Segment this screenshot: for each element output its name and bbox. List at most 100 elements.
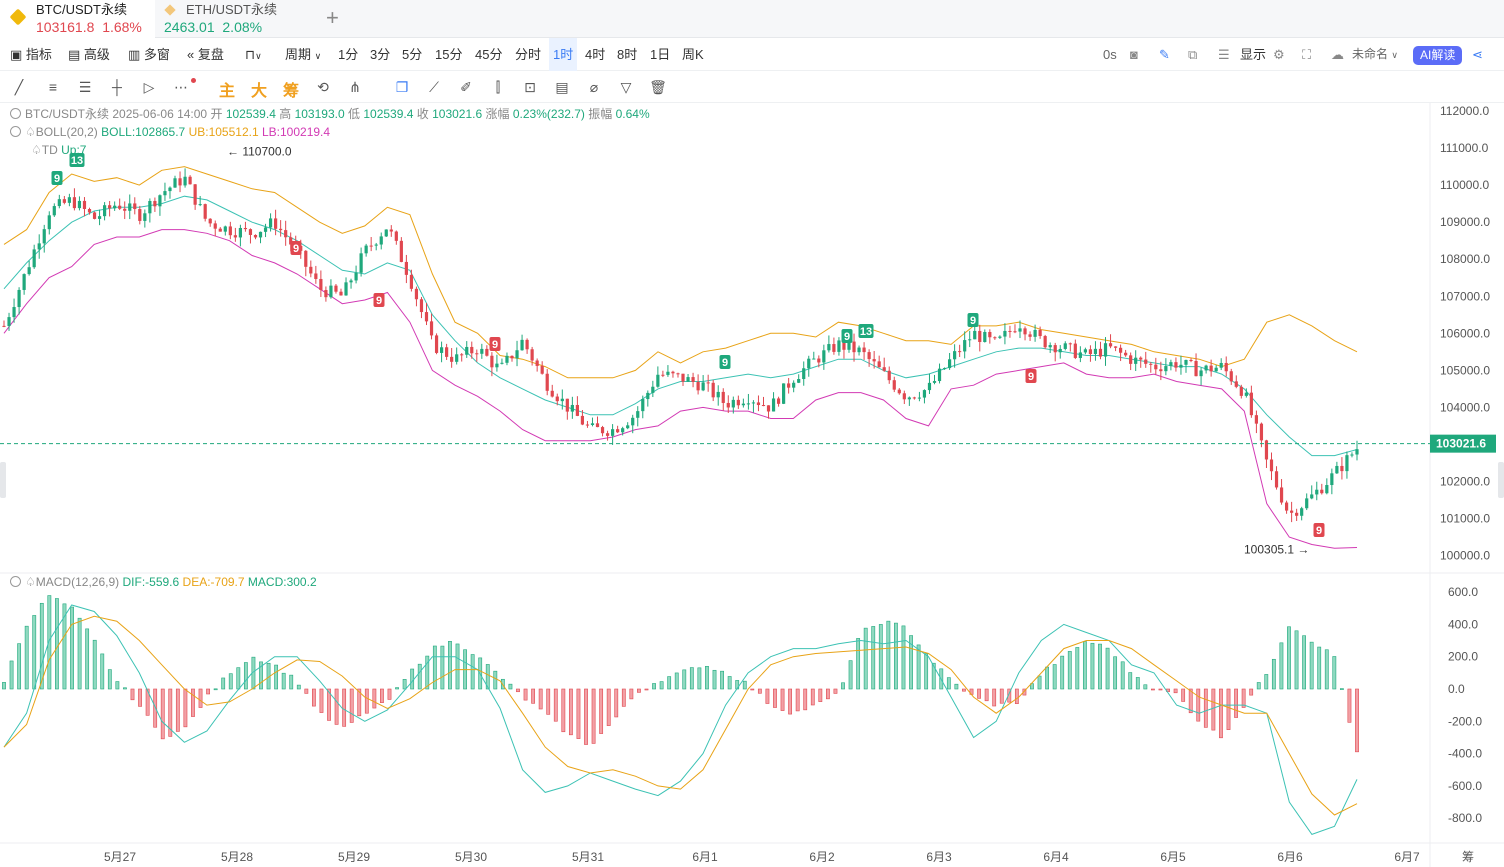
- macd-bar-up: [395, 687, 399, 690]
- sync-icon[interactable]: ⟲: [317, 79, 329, 95]
- interval-3m[interactable]: 3分: [370, 47, 391, 62]
- candle-down: [1053, 345, 1057, 353]
- advanced-button[interactable]: ▤ 高级: [68, 47, 110, 62]
- chart-type-button[interactable]: ⊓∨: [245, 38, 262, 71]
- interval-15m[interactable]: 15分: [435, 47, 463, 62]
- tab-eth[interactable]: ETH/USDT永续 2463.01 2.08%: [155, 0, 315, 38]
- macd-bar-down: [833, 688, 838, 694]
- macd-bar-up: [448, 641, 452, 690]
- macd-bar-down: [1226, 688, 1231, 730]
- magnet-icon[interactable]: ⋔: [349, 79, 361, 95]
- interval-1w[interactable]: 周K: [682, 47, 704, 62]
- indicators-button[interactable]: ▣ 指标: [10, 47, 52, 62]
- popout-icon[interactable]: ⧉: [1188, 47, 1198, 62]
- macd-bar-up: [667, 676, 672, 690]
- candle-up: [1315, 489, 1319, 495]
- candle-down: [721, 391, 725, 403]
- display-button[interactable]: 显示: [1240, 47, 1267, 62]
- main-toolbar: ▣ 指标 ▤ 高级 ▥ 多窗 « 复盘 ⊓∨ 周期 ∨ 1分 3分 5分 15分…: [0, 38, 1504, 71]
- interval-1d[interactable]: 1日: [650, 47, 671, 62]
- interval-4h[interactable]: 4时: [585, 47, 606, 62]
- interval-1h[interactable]: 1时: [549, 38, 578, 71]
- macd-bar-down: [312, 688, 316, 707]
- horizontal-lines-icon[interactable]: ≡: [48, 79, 58, 95]
- candles-icon[interactable]: ⫿: [495, 79, 501, 95]
- macd-bar-down: [319, 688, 324, 713]
- chip-distribution-button[interactable]: 筹: [283, 83, 300, 100]
- macd-bar-down: [364, 688, 369, 714]
- bell-icon[interactable]: ♤: [25, 575, 36, 589]
- candle-down: [475, 353, 479, 355]
- candle-up: [741, 403, 745, 406]
- collapse-icon[interactable]: [10, 108, 21, 119]
- list-icon[interactable]: ☰: [1218, 47, 1230, 62]
- collapse-icon[interactable]: [10, 126, 21, 137]
- td-marker: [489, 337, 501, 351]
- parallel-channel-icon[interactable]: ☰: [78, 79, 92, 95]
- lock-icon[interactable]: ⊡: [524, 79, 536, 95]
- multi-window-button[interactable]: ▥ 多窗: [128, 47, 170, 62]
- candle-up: [771, 398, 776, 412]
- copy-icon[interactable]: ❐: [395, 79, 409, 95]
- price-axis-tick: 102000.0: [1440, 475, 1490, 489]
- macd-bar-down: [1241, 688, 1246, 708]
- candle-down: [726, 402, 730, 408]
- main-force-button[interactable]: 主: [219, 83, 236, 100]
- horizontal-ray-icon[interactable]: ┼: [112, 79, 122, 95]
- ruler-icon[interactable]: ⟋: [429, 79, 439, 95]
- bell-icon[interactable]: ♤: [25, 125, 36, 139]
- candle-down: [188, 176, 192, 185]
- interval-45m[interactable]: 45分: [475, 47, 503, 62]
- macd-bar-down: [810, 688, 815, 706]
- large-order-button[interactable]: 大: [251, 83, 268, 100]
- notification-dot: [191, 78, 196, 83]
- more-tools-icon[interactable]: ⋯: [174, 79, 188, 95]
- macd-bar-down: [1158, 688, 1163, 691]
- macd-bar-down: [387, 688, 392, 700]
- candle-up: [927, 382, 932, 391]
- candle-up: [1355, 449, 1359, 455]
- collapse-icon[interactable]: [10, 576, 21, 587]
- interval-timeline[interactable]: 分时: [515, 47, 542, 62]
- td-marker-label: 13: [860, 326, 872, 338]
- right-panel-handle[interactable]: [1498, 462, 1504, 498]
- ai-analysis-button[interactable]: AI解读: [1413, 46, 1463, 65]
- price-chart[interactable]: 112000.0 111000.0 110000.0 109000.0 108000.0…: [0, 103, 1504, 867]
- notes-icon[interactable]: ▤: [555, 79, 569, 95]
- fullscreen-icon[interactable]: ⛶: [1302, 47, 1312, 62]
- macd-bar-up: [1045, 666, 1049, 690]
- candle-up: [359, 253, 363, 273]
- candle-down: [676, 373, 680, 375]
- candle-down: [319, 278, 323, 291]
- pointer-icon[interactable]: ▷: [143, 79, 155, 95]
- candle-up: [973, 330, 977, 340]
- share-icon[interactable]: ⋖: [1472, 47, 1483, 62]
- layout-name-dropdown[interactable]: 未命名 ∨: [1352, 47, 1398, 61]
- td-marker-label: 9: [1028, 371, 1034, 383]
- macd-bar-up: [107, 669, 112, 690]
- candle-down: [2, 325, 6, 327]
- left-panel-handle[interactable]: [0, 462, 6, 498]
- period-dropdown[interactable]: 周期 ∨: [285, 47, 322, 62]
- add-tab-button[interactable]: +: [326, 5, 339, 30]
- tab-btc[interactable]: BTC/USDT永续 103161.8 1.68%: [0, 0, 155, 38]
- macd-bar-down: [644, 688, 649, 691]
- edit-icon[interactable]: ✎: [1159, 47, 1170, 62]
- interval-1m[interactable]: 1分: [338, 47, 359, 62]
- interval-8h[interactable]: 8时: [617, 47, 638, 62]
- macd-bar-up: [289, 674, 294, 690]
- bell-icon[interactable]: ♤: [31, 143, 42, 157]
- filter-icon[interactable]: ▽: [620, 79, 632, 95]
- candle-down: [429, 321, 434, 336]
- settings-icon[interactable]: ⚙: [1273, 47, 1285, 62]
- candle-down: [1320, 489, 1324, 494]
- eraser-icon[interactable]: ⌀: [589, 79, 599, 95]
- replay-button[interactable]: « 复盘: [187, 47, 224, 62]
- macd-axis-tick: 600.0: [1448, 585, 1478, 599]
- camera-icon[interactable]: ◙: [1130, 47, 1138, 62]
- trash-icon[interactable]: 🗑: [649, 79, 667, 95]
- line-tool-icon[interactable]: ╱: [14, 79, 24, 95]
- brush-icon[interactable]: ✐: [460, 79, 472, 95]
- candle-down: [605, 433, 610, 436]
- interval-5m[interactable]: 5分: [402, 47, 423, 62]
